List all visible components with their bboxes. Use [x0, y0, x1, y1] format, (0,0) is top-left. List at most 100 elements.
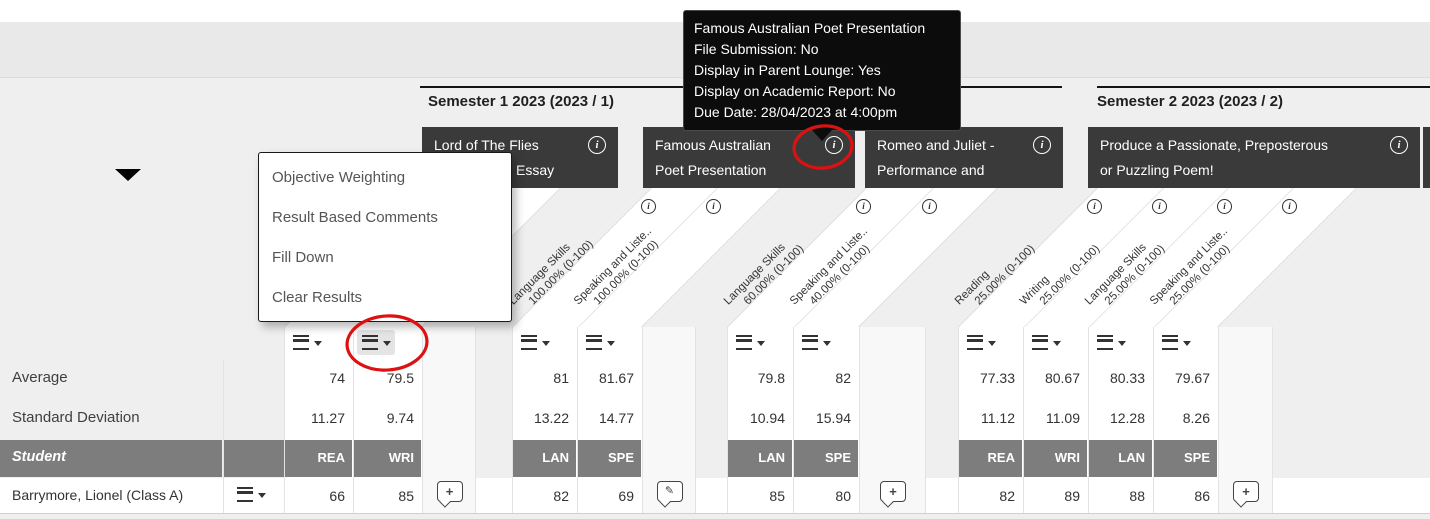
- objective-code-header: REA: [987, 450, 1015, 465]
- cell-separator: [577, 327, 578, 513]
- chevron-down-icon: [987, 340, 996, 350]
- cell-separator: [353, 327, 354, 513]
- chevron-down-icon: [1182, 340, 1191, 350]
- objective-info-icon[interactable]: i: [706, 199, 721, 214]
- chevron-down-icon: [1052, 340, 1061, 350]
- cell-separator: [512, 327, 513, 513]
- hamburger-icon: [1096, 335, 1113, 350]
- cell-separator: [1218, 327, 1219, 513]
- cell-separator: [422, 327, 423, 513]
- cell-separator: [793, 327, 794, 513]
- hamburger-icon: [520, 335, 537, 350]
- column-menu-button[interactable]: [288, 330, 326, 355]
- objective-code-header: SPE: [824, 450, 851, 465]
- cell-separator: [223, 360, 224, 513]
- chevron-down-icon: [382, 340, 391, 350]
- average-row-label: Average: [12, 369, 68, 386]
- assessment-subtitle: or Puzzling Poem!: [1100, 162, 1214, 178]
- average-value: 81.67: [598, 370, 634, 386]
- stdev-value: 8.26: [1182, 410, 1210, 426]
- info-icon[interactable]: i: [588, 136, 606, 154]
- hamburger-icon: [361, 335, 378, 350]
- add-comment-icon[interactable]: +: [880, 481, 906, 502]
- objective-code-header-bg: [959, 440, 1022, 477]
- column-menu-button[interactable]: [581, 330, 619, 355]
- assessment-header-puzzling-poem: Produce a Passionate, Preposterous i or P…: [1088, 127, 1420, 188]
- average-value: 80.67: [1044, 370, 1080, 386]
- student-header-bg: [0, 440, 222, 477]
- student-result-cell[interactable]: 85: [398, 488, 414, 504]
- cell-separator: [695, 327, 696, 513]
- cell-separator: [925, 327, 926, 513]
- objective-code-header: LAN: [758, 450, 785, 465]
- student-result-cell[interactable]: 85: [769, 488, 785, 504]
- student-result-cell[interactable]: 88: [1129, 488, 1145, 504]
- objective-code-header-bg: [578, 440, 641, 477]
- stdev-value: 14.77: [598, 410, 634, 426]
- tooltip-line: Display on Academic Report: No: [694, 83, 896, 99]
- objective-code-header: REA: [317, 450, 345, 465]
- objective-info-icon[interactable]: i: [856, 199, 871, 214]
- objective-code-header: LAN: [542, 450, 569, 465]
- objective-code-header-bg: [1089, 440, 1152, 477]
- student-result-cell[interactable]: 82: [999, 488, 1015, 504]
- student-result-cell[interactable]: 86: [1194, 488, 1210, 504]
- column-menu-button[interactable]: [731, 330, 769, 355]
- add-comment-icon[interactable]: +: [1233, 481, 1259, 502]
- objective-code-header-bg: [1154, 440, 1217, 477]
- column-menu-button[interactable]: [516, 330, 554, 355]
- menu-item-objective-weighting[interactable]: Objective Weighting: [272, 168, 406, 186]
- objective-code-header-bg: [794, 440, 858, 477]
- column-menu-button[interactable]: [797, 330, 835, 355]
- student-result-cell[interactable]: 66: [329, 488, 345, 504]
- column-menu-button[interactable]: [1027, 330, 1065, 355]
- hamburger-icon: [966, 335, 983, 350]
- column-menu-button[interactable]: [962, 330, 1000, 355]
- assessment-title: Lord of The Flies: [434, 137, 539, 153]
- student-name: Barrymore, Lionel (Class A): [12, 487, 184, 503]
- objective-info-icon[interactable]: i: [641, 199, 656, 214]
- menu-item-fill-down[interactable]: Fill Down: [272, 248, 334, 266]
- cell-separator: [1153, 327, 1154, 513]
- objective-info-icon[interactable]: i: [1152, 199, 1167, 214]
- tooltip-line: File Submission: No: [694, 41, 819, 57]
- assessment-title: Produce a Passionate, Preposterous: [1100, 137, 1329, 153]
- student-result-cell[interactable]: 69: [618, 488, 634, 504]
- assessment-header-romeo-and-juliet: Romeo and Juliet - i Performance and: [865, 127, 1063, 188]
- objective-info-icon[interactable]: i: [1087, 199, 1102, 214]
- assessment-subtitle: Essay: [516, 162, 555, 178]
- hamburger-icon: [735, 335, 752, 350]
- average-value: 79.8: [757, 370, 785, 386]
- column-menu-button[interactable]: [357, 330, 395, 355]
- objective-info-icon[interactable]: i: [1282, 199, 1297, 214]
- info-icon[interactable]: i: [1033, 136, 1051, 154]
- stdev-value: 13.22: [533, 410, 569, 426]
- table-bottom-border: [0, 513, 1430, 514]
- stdev-row-label: Standard Deviation: [12, 409, 140, 426]
- objective-code-header: SPE: [1183, 450, 1210, 465]
- objective-info-icon[interactable]: i: [922, 199, 937, 214]
- student-result-cell[interactable]: 80: [835, 488, 851, 504]
- stdev-value: 15.94: [815, 410, 851, 426]
- student-result-cell[interactable]: 89: [1064, 488, 1080, 504]
- column-menu-button[interactable]: [1092, 330, 1130, 355]
- menu-item-result-based-comments[interactable]: Result Based Comments: [272, 208, 438, 226]
- cell-separator: [1023, 327, 1024, 513]
- add-comment-icon[interactable]: +: [436, 481, 463, 502]
- semester-1-header: Semester 1 2023 (2023 / 1): [428, 93, 614, 110]
- objective-info-icon[interactable]: i: [1217, 199, 1232, 214]
- column-menu-button[interactable]: [1157, 330, 1195, 355]
- chevron-down-icon: [257, 492, 266, 502]
- info-icon[interactable]: i: [1390, 136, 1408, 154]
- student-row-menu-button[interactable]: [228, 482, 274, 507]
- hamburger-icon: [585, 335, 602, 350]
- student-column-header: Student: [12, 449, 66, 465]
- objective-code-header: WRI: [1054, 450, 1080, 465]
- chevron-down-icon: [822, 340, 831, 350]
- menu-item-clear-results[interactable]: Clear Results: [272, 288, 363, 306]
- pencil-icon: ✎: [664, 485, 675, 497]
- edit-comment-icon[interactable]: ✎: [656, 481, 683, 502]
- average-value: 79.5: [386, 370, 414, 386]
- objective-code-header: SPE: [607, 450, 634, 465]
- student-result-cell[interactable]: 82: [553, 488, 569, 504]
